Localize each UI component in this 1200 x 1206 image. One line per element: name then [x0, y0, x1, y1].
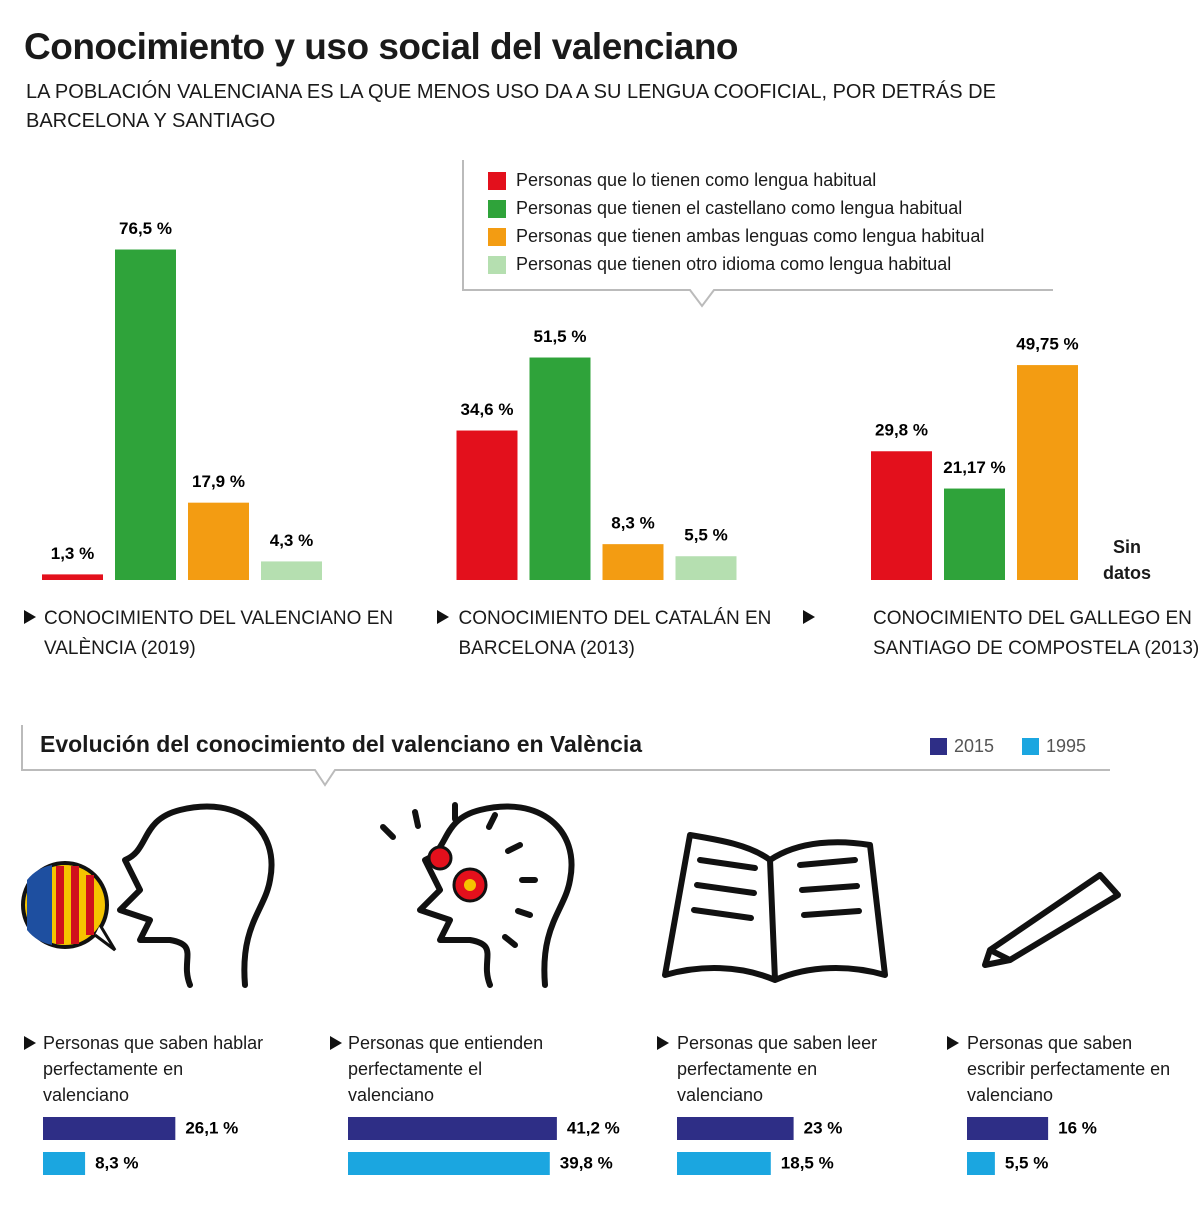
gear-icon	[427, 845, 488, 903]
subtitle: LA POBLACIÓN VALENCIANA ES LA QUE MENOS …	[26, 81, 996, 132]
bar	[944, 488, 1005, 580]
flag-icon	[21, 861, 117, 952]
bar	[871, 451, 932, 580]
bar	[348, 1117, 557, 1140]
value-label: 21,17 %	[943, 458, 1005, 477]
category-label: Personas que entienden perfectamente el …	[348, 1033, 544, 1105]
value-label: 34,6 %	[461, 400, 514, 419]
bar	[675, 556, 737, 580]
legend-label: Personas que tienen otro idioma como len…	[516, 254, 952, 274]
legend-label: Personas que tienen ambas lenguas como l…	[516, 226, 985, 246]
annotation: Sin datos	[1102, 537, 1151, 583]
value-label: 18,5 %	[781, 1153, 834, 1172]
bar	[43, 1117, 176, 1140]
value-label: 51,5 %	[534, 327, 587, 346]
bar	[115, 249, 176, 580]
legend-label: Personas que lo tienen como lengua habit…	[516, 170, 877, 190]
category-label: CONOCIMIENTO DEL VALENCIANO EN VALÈNCIA …	[44, 608, 394, 659]
title: Conocimiento y uso social del valenciano	[24, 26, 739, 67]
category-label: Personas que saben hablar perfectamente …	[43, 1033, 264, 1105]
bar	[529, 357, 591, 580]
value-label: 76,5 %	[119, 219, 172, 238]
bar	[677, 1117, 794, 1140]
legend-swatch	[488, 172, 506, 190]
bar	[456, 430, 518, 580]
category-label: CONOCIMIENTO DEL CATALÁN EN BARCELONA (2…	[458, 608, 772, 659]
value-label: 16 %	[1058, 1118, 1097, 1137]
bar	[1017, 365, 1078, 580]
bar	[188, 502, 249, 580]
category-label: Personas que saben escribir perfectament…	[967, 1033, 1171, 1105]
legend-swatch	[930, 738, 947, 755]
bullets	[24, 610, 959, 1050]
legend-swatch	[488, 228, 506, 246]
value-label: 8,3 %	[95, 1153, 138, 1172]
bar	[677, 1152, 771, 1175]
legend-swatch	[1022, 738, 1039, 755]
value-label: 8,3 %	[611, 514, 654, 533]
legend-swatch	[488, 200, 506, 218]
bar	[261, 561, 322, 580]
bar	[967, 1117, 1049, 1140]
bar	[602, 544, 664, 580]
legend-bubble	[462, 160, 1053, 308]
value-label: 26,1 %	[185, 1118, 238, 1137]
legend-label: 2015	[954, 736, 995, 756]
value-label: 17,9 %	[192, 472, 245, 491]
legend-label: Personas que tienen el castellano como l…	[516, 198, 963, 218]
value-label: 49,75 %	[1016, 335, 1078, 354]
icons	[117, 802, 1121, 988]
bar	[42, 574, 103, 580]
value-label: 1,3 %	[51, 544, 94, 563]
value-label: 5,5 %	[1005, 1153, 1048, 1172]
bar	[348, 1152, 550, 1175]
section-title: Evolución del conocimiento del valencian…	[40, 731, 643, 757]
section-bubble	[21, 725, 1110, 787]
value-label: 5,5 %	[684, 526, 727, 545]
category-label: Personas que saben leer perfectamente en…	[677, 1033, 878, 1105]
value-label: 23 %	[804, 1118, 843, 1137]
value-label: 39,8 %	[560, 1153, 613, 1172]
category-label: CONOCIMIENTO DEL GALLEGO EN SANTIAGO DE …	[873, 608, 1200, 659]
bar	[43, 1152, 86, 1175]
value-label: 41,2 %	[567, 1118, 620, 1137]
value-label: 29,8 %	[875, 421, 928, 440]
bar	[967, 1152, 995, 1175]
legend-swatch	[488, 256, 506, 274]
value-label: 4,3 %	[270, 531, 313, 550]
legend-label: 1995	[1046, 736, 1087, 756]
